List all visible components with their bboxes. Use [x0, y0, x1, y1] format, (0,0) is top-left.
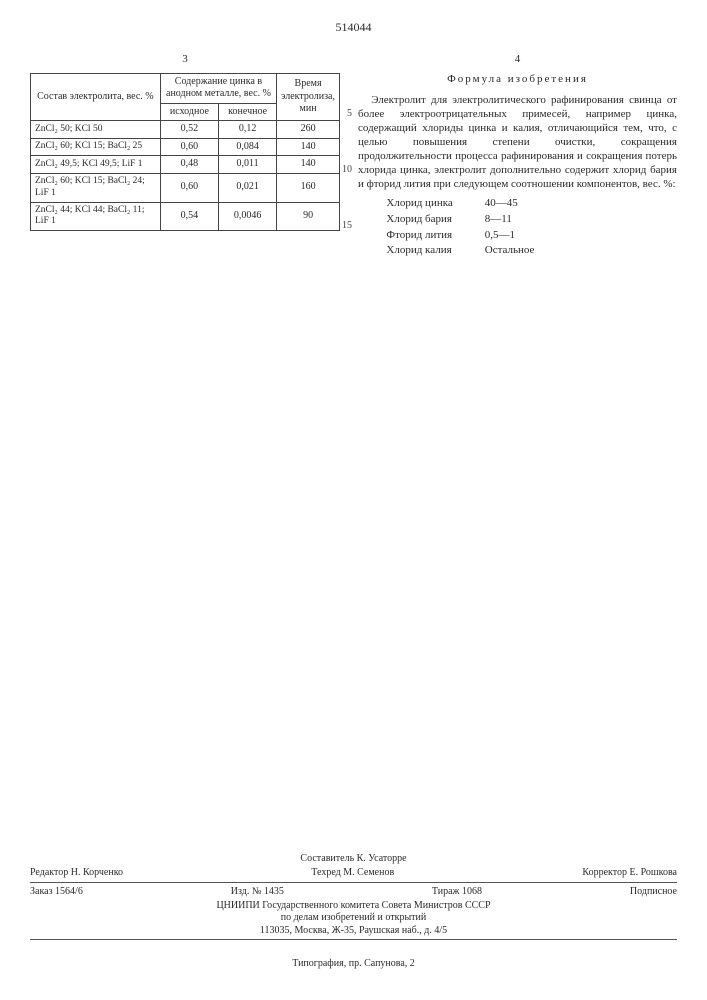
footer-org1: ЦНИИПИ Государственного комитета Совета … [30, 900, 677, 913]
th-initial: исходное [160, 103, 218, 121]
ratio-name: Хлорид калия [386, 244, 462, 258]
typography-line: Типография, пр. Сапунова, 2 [0, 958, 707, 971]
divider-icon [30, 882, 677, 883]
ratio-name: Хлорид цинка [386, 197, 462, 211]
ratio-val: 8—11 [465, 213, 545, 227]
body-text: Электролит для электролитического рафини… [358, 93, 677, 192]
footer-izd: Изд. № 1435 [231, 886, 284, 899]
footer-corrector: Корректор Е. Рошкова [582, 867, 677, 880]
cell-init: 0,54 [160, 202, 218, 231]
cell-init: 0,60 [160, 138, 218, 156]
cell-time: 160 [277, 173, 340, 202]
cell-comp: ZnCl₂ 50; KCl 50 [31, 121, 161, 139]
footer-compiler: Составитель К. Усаторре [30, 853, 677, 866]
page: 514044 3 Состав электролита, вес. % Соде… [0, 0, 707, 1000]
footer-credits-row: Редактор Н. Корченко Техред М. Семенов К… [30, 866, 677, 881]
formula-title: Формула изобретения [358, 73, 677, 87]
cell-fin: 0,084 [219, 138, 277, 156]
footer-techred: Техред М. Семенов [311, 867, 394, 880]
th-zinc-content: Содержание цинка в анодном металле, вес.… [160, 73, 276, 103]
right-column: 4 Формула изобретения Электролит для эле… [358, 53, 677, 260]
cell-init: 0,48 [160, 156, 218, 174]
ratio-table: Хлорид цинка 40—45 Хлорид бария 8—11 Фто… [384, 195, 546, 260]
ratio-name: Хлорид бария [386, 213, 462, 227]
table-row: ZnCl₂ 60; KCl 15; BaCl₂ 25 0,60 0,084 14… [31, 138, 340, 156]
th-final: конечное [219, 103, 277, 121]
column-number-left: 3 [30, 53, 340, 67]
ratio-val: Остальное [465, 244, 545, 258]
cell-init: 0,60 [160, 173, 218, 202]
table-row: ZnCl₂ 50; KCl 50 0,52 0,12 260 [31, 121, 340, 139]
cell-fin: 0,12 [219, 121, 277, 139]
cell-time: 90 [277, 202, 340, 231]
cell-comp: ZnCl₂ 44; KCl 44; BaCl₂ 11; LiF 1 [31, 202, 161, 231]
cell-init: 0,52 [160, 121, 218, 139]
ratio-name: Фторид лития [386, 229, 462, 243]
th-time: Время электролиза, мин [277, 73, 340, 121]
patent-number: 514044 [30, 20, 677, 35]
footer-addr: 113035, Москва, Ж-35, Раушская наб., д. … [30, 925, 677, 938]
left-column: 3 Состав электролита, вес. % Содержание … [30, 53, 340, 231]
ratio-row: Хлорид калия Остальное [386, 244, 544, 258]
cell-fin: 0,021 [219, 173, 277, 202]
columns-wrapper: 3 Состав электролита, вес. % Содержание … [30, 53, 677, 260]
ratio-val: 40—45 [465, 197, 545, 211]
cell-fin: 0,0046 [219, 202, 277, 231]
footer-sub: Подписное [630, 886, 677, 899]
footer-editor: Редактор Н. Корченко [30, 867, 123, 880]
table-row: ZnCl₂ 44; KCl 44; BaCl₂ 11; LiF 1 0,54 0… [31, 202, 340, 231]
ratio-row: Хлорид цинка 40—45 [386, 197, 544, 211]
footer-tirazh: Тираж 1068 [432, 886, 482, 899]
ratio-val: 0,5—1 [465, 229, 545, 243]
table-row: ZnCl₂ 60; KCl 15; BaCl₂ 24; LiF 1 0,60 0… [31, 173, 340, 202]
cell-time: 140 [277, 156, 340, 174]
divider-icon [30, 939, 677, 940]
ratio-row: Фторид лития 0,5—1 [386, 229, 544, 243]
cell-comp: ZnCl₂ 60; KCl 15; BaCl₂ 24; LiF 1 [31, 173, 161, 202]
th-composition: Состав электролита, вес. % [31, 73, 161, 121]
line-mark: 15 [338, 220, 352, 233]
cell-comp: ZnCl₂ 49,5; KCl 49,5; LiF 1 [31, 156, 161, 174]
column-number-right: 4 [358, 53, 677, 67]
footer-org2: по делам изобретений и открытий [30, 912, 677, 925]
line-mark: 10 [338, 164, 352, 177]
cell-time: 260 [277, 121, 340, 139]
ratio-row: Хлорид бария 8—11 [386, 213, 544, 227]
cell-time: 140 [277, 138, 340, 156]
table-row: ZnCl₂ 49,5; KCl 49,5; LiF 1 0,48 0,011 1… [31, 156, 340, 174]
footer-order-row: Заказ 1564/6 Изд. № 1435 Тираж 1068 Подп… [30, 885, 677, 900]
cell-comp: ZnCl₂ 60; KCl 15; BaCl₂ 25 [31, 138, 161, 156]
line-mark: 5 [338, 108, 352, 121]
data-table: Состав электролита, вес. % Содержание ци… [30, 73, 340, 232]
cell-fin: 0,011 [219, 156, 277, 174]
footer: Составитель К. Усаторре Редактор Н. Корч… [30, 853, 677, 942]
footer-order: Заказ 1564/6 [30, 886, 83, 899]
